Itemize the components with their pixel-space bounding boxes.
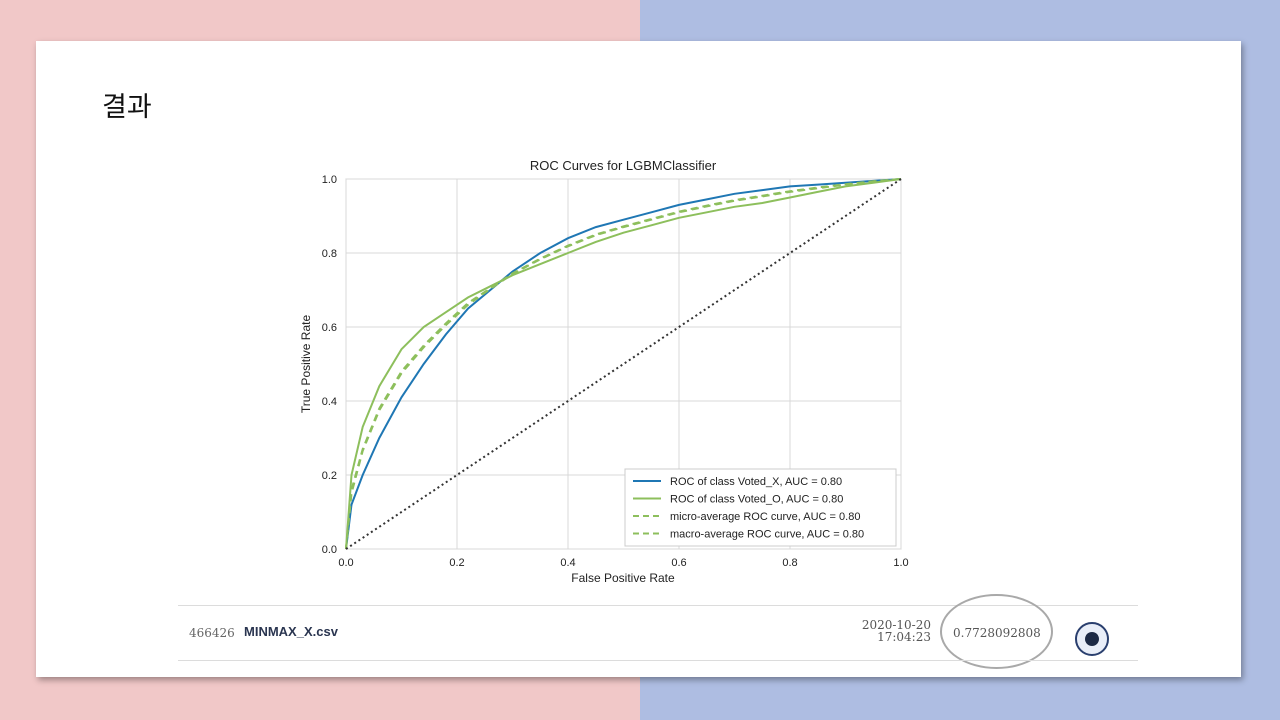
y-tick-label: 0.8 (322, 248, 337, 260)
y-tick-label: 1.0 (322, 174, 337, 186)
tick-labels: 0.0 0.2 0.4 0.6 0.8 1.0 0.0 0.2 0.4 0.6 0.8 1.0 (322, 174, 909, 569)
submission-id: 466426 (189, 626, 235, 640)
x-tick-label: 1.0 (893, 557, 908, 569)
series-line-3 (345, 178, 902, 550)
x-tick-label: 0.2 (449, 557, 464, 569)
roc-chart: 0.0 0.2 0.4 0.6 0.8 1.0 0.0 0.2 0.4 0.6 0.8 1.0 ROC… (296, 151, 956, 591)
radio-selected-icon[interactable] (1075, 622, 1109, 656)
x-tick-label: 0.6 (671, 557, 686, 569)
roc-chart-svg: 0.0 0.2 0.4 0.6 0.8 1.0 0.0 0.2 0.4 0.6 0.8 1.0 ROC… (299, 158, 909, 585)
y-tick-label: 0.0 (322, 544, 337, 556)
legend-label-0: ROC of class Voted_X, AUC = 0.80 (670, 476, 842, 488)
submission-datetime: 2020-10-20 17:04:23 (836, 619, 931, 643)
y-axis-label: True Positive Rate (299, 315, 313, 414)
diagonal-reference-line (345, 178, 902, 550)
row-divider-top (178, 605, 1138, 606)
series-line-1 (345, 178, 902, 550)
y-tick-label: 0.6 (322, 322, 337, 334)
legend-box (624, 468, 897, 547)
radio-dot (1085, 632, 1099, 646)
slide-title: 결과 (102, 92, 152, 123)
series-group (345, 178, 902, 550)
submission-score: 0.7728092808 (953, 626, 1041, 640)
row-divider-bottom (178, 660, 1138, 661)
x-tick-label: 0.4 (560, 557, 575, 569)
submission-date: 2020-10-20 (861, 618, 931, 632)
slide: 결과 0.0 0.2 0.4 0.6 0.8 1.0 0.0 0.2 0.4 0.6 0.8 1.0 … (36, 41, 1241, 677)
series-line-0 (345, 178, 902, 550)
submission-time: 17:04:23 (877, 630, 931, 644)
y-tick-label: 0.2 (322, 470, 337, 482)
legend-label-3: macro-average ROC curve, AUC = 0.80 (670, 529, 864, 541)
y-tick-label: 0.4 (322, 396, 337, 408)
x-tick-label: 0.0 (338, 557, 353, 569)
x-tick-label: 0.8 (782, 557, 797, 569)
legend-label-1: ROC of class Voted_O, AUC = 0.80 (670, 494, 843, 506)
chart-legend: ROC of class Voted_X, AUC = 0.80 ROC of c… (624, 468, 897, 547)
score-highlight-ellipse (940, 594, 1053, 669)
chart-title: ROC Curves for LGBMClassifier (530, 158, 717, 173)
x-axis-label: False Positive Rate (571, 571, 675, 585)
legend-label-2: micro-average ROC curve, AUC = 0.80 (670, 511, 860, 523)
submission-file[interactable]: MINMAX_X.csv (244, 624, 338, 639)
